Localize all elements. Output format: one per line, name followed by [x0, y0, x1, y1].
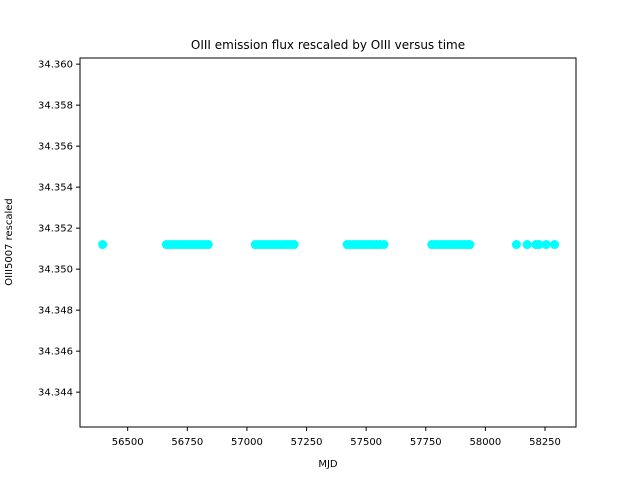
data-point	[379, 240, 389, 250]
data-point	[511, 240, 521, 250]
data-point	[465, 240, 475, 250]
x-axis: 56500 56750 57000 57250 57500 57750 58000 58250	[112, 427, 561, 448]
x-tick-label: 56750	[171, 437, 203, 448]
data-point	[203, 240, 213, 250]
data-point	[98, 240, 108, 250]
x-tick-label: 58250	[529, 437, 561, 448]
data-point	[541, 240, 551, 250]
x-tick-label: 56500	[112, 437, 144, 448]
x-tick-label: 57250	[291, 437, 323, 448]
data-points	[98, 240, 560, 250]
plot-frame	[79, 57, 577, 428]
data-point	[289, 240, 299, 250]
x-axis-label: MJD	[318, 459, 338, 470]
data-point	[534, 240, 544, 250]
data-point	[522, 240, 532, 250]
y-tick-label: 34.352	[38, 224, 73, 235]
y-tick-label: 34.356	[38, 142, 73, 153]
x-tick-label: 57500	[350, 437, 382, 448]
y-tick-label: 34.344	[38, 388, 73, 399]
y-tick-label: 34.348	[38, 306, 73, 317]
y-tick-label: 34.346	[38, 347, 73, 358]
y-axis-label: OIII5007 rescaled	[4, 198, 15, 286]
y-tick-label: 34.354	[38, 183, 73, 194]
data-point	[550, 240, 560, 250]
x-tick-label: 58000	[469, 437, 501, 448]
x-tick-label: 57750	[410, 437, 442, 448]
y-tick-label: 34.358	[38, 101, 73, 112]
x-tick-label: 57000	[231, 437, 263, 448]
y-tick-label: 34.350	[38, 265, 73, 276]
y-axis: 34.344 34.346 34.348 34.350 34.352 34.354 34.3…	[38, 60, 80, 399]
y-tick-label: 34.360	[38, 60, 73, 71]
chart-title: OIII emission flux rescaled by OIII vers…	[191, 38, 465, 52]
